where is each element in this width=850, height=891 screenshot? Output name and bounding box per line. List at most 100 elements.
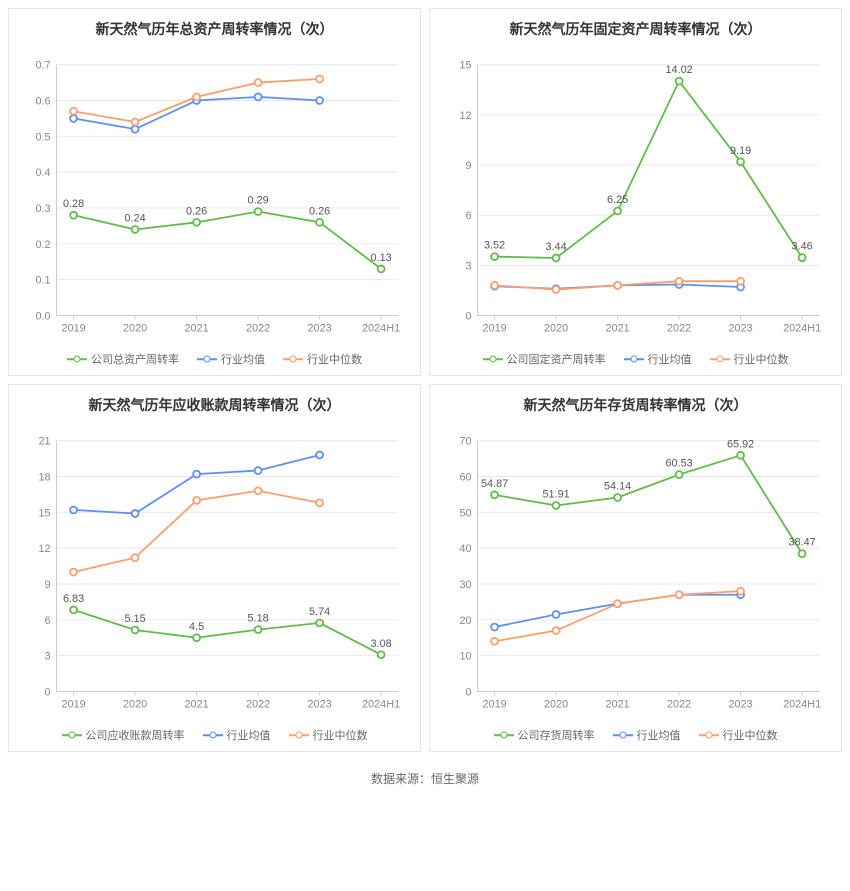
svg-text:2020: 2020 (544, 322, 568, 334)
svg-text:0: 0 (466, 310, 472, 322)
svg-text:2020: 2020 (123, 698, 147, 710)
svg-text:9: 9 (45, 579, 51, 591)
legend-label: 行业均值 (227, 727, 271, 743)
svg-text:0.13: 0.13 (371, 252, 392, 264)
svg-text:10: 10 (459, 651, 471, 663)
svg-text:12: 12 (38, 543, 50, 555)
svg-text:12: 12 (459, 110, 471, 122)
svg-text:15: 15 (38, 507, 50, 519)
svg-text:2023: 2023 (729, 698, 753, 710)
svg-text:3: 3 (45, 651, 51, 663)
legend-industry-mean[interactable]: 行业均值 (203, 727, 271, 743)
svg-text:5.74: 5.74 (309, 606, 330, 618)
legend-industry-mean[interactable]: 行业均值 (613, 727, 681, 743)
svg-text:5.15: 5.15 (125, 613, 146, 625)
legend-industry-median[interactable]: 行业中位数 (283, 351, 362, 367)
svg-text:2022: 2022 (667, 698, 691, 710)
svg-text:2024H1: 2024H1 (783, 698, 821, 710)
data-source-footer: 数据来源：恒生聚源 (0, 760, 850, 803)
svg-text:51.91: 51.91 (542, 489, 569, 501)
svg-text:60.53: 60.53 (665, 458, 692, 470)
svg-text:0.5: 0.5 (35, 131, 50, 143)
svg-text:2024H1: 2024H1 (362, 322, 400, 334)
chart-legend: 公司应收账款周转率 行业均值 行业中位数 (17, 727, 412, 743)
chart-legend: 公司总资产周转率 行业均值 行业中位数 (17, 351, 412, 367)
svg-text:0.29: 0.29 (248, 195, 269, 207)
svg-text:2024H1: 2024H1 (362, 698, 400, 710)
legend-marker-icon (710, 354, 730, 364)
svg-text:2021: 2021 (606, 322, 630, 334)
svg-text:2021: 2021 (185, 698, 209, 710)
svg-text:2023: 2023 (308, 322, 332, 334)
svg-text:3: 3 (466, 260, 472, 272)
svg-text:2020: 2020 (544, 698, 568, 710)
svg-text:30: 30 (459, 579, 471, 591)
legend-industry-median[interactable]: 行业中位数 (699, 727, 778, 743)
svg-text:0.26: 0.26 (309, 205, 330, 217)
legend-marker-icon (197, 354, 217, 364)
legend-company[interactable]: 公司应收账款周转率 (62, 727, 185, 743)
svg-text:0.7: 0.7 (35, 60, 50, 72)
legend-industry-mean[interactable]: 行业均值 (197, 351, 265, 367)
svg-text:60: 60 (459, 471, 471, 483)
legend-company[interactable]: 公司总资产周转率 (67, 351, 179, 367)
svg-text:3.52: 3.52 (484, 240, 505, 252)
svg-text:6: 6 (45, 615, 51, 627)
legend-industry-median[interactable]: 行业中位数 (710, 351, 789, 367)
chart-panel-inventory_turnover: 新天然气历年存货周转率情况（次）010203040506070201920202… (429, 384, 842, 752)
legend-industry-median[interactable]: 行业中位数 (289, 727, 368, 743)
legend-industry-mean[interactable]: 行业均值 (624, 351, 692, 367)
svg-text:2019: 2019 (482, 322, 506, 334)
svg-text:2021: 2021 (185, 322, 209, 334)
svg-text:0.26: 0.26 (186, 205, 207, 217)
svg-text:0.6: 0.6 (35, 95, 50, 107)
legend-marker-icon (203, 730, 223, 740)
svg-text:3.46: 3.46 (792, 241, 813, 253)
chart-legend: 公司存货周转率 行业均值 行业中位数 (438, 727, 833, 743)
chart-title: 新天然气历年应收账款周转率情况（次） (17, 395, 412, 415)
svg-text:21: 21 (38, 436, 50, 448)
legend-marker-icon (283, 354, 303, 364)
svg-text:0.3: 0.3 (35, 203, 50, 215)
svg-text:2024H1: 2024H1 (783, 322, 821, 334)
svg-text:40: 40 (459, 543, 471, 555)
legend-marker-icon (624, 354, 644, 364)
legend-label: 行业中位数 (734, 351, 789, 367)
legend-marker-icon (699, 730, 719, 740)
svg-text:65.92: 65.92 (727, 438, 754, 450)
legend-company[interactable]: 公司存货周转率 (494, 727, 595, 743)
svg-text:2023: 2023 (729, 322, 753, 334)
svg-text:0.28: 0.28 (63, 198, 84, 210)
svg-text:2019: 2019 (482, 698, 506, 710)
svg-text:0: 0 (466, 686, 472, 698)
chart-area: 036912151821201920202021202220232024H16.… (17, 421, 412, 721)
legend-marker-icon (483, 354, 503, 364)
svg-text:2022: 2022 (246, 322, 270, 334)
svg-text:6.25: 6.25 (607, 194, 628, 206)
svg-text:20: 20 (459, 615, 471, 627)
svg-text:2022: 2022 (246, 698, 270, 710)
chart-legend: 公司固定资产周转率 行业均值 行业中位数 (438, 351, 833, 367)
legend-marker-icon (494, 730, 514, 740)
svg-text:6: 6 (466, 210, 472, 222)
svg-text:0.4: 0.4 (35, 167, 50, 179)
svg-text:14.02: 14.02 (665, 64, 692, 76)
legend-company[interactable]: 公司固定资产周转率 (483, 351, 606, 367)
legend-label: 公司总资产周转率 (91, 351, 179, 367)
legend-label: 行业均值 (648, 351, 692, 367)
legend-label: 行业中位数 (307, 351, 362, 367)
svg-text:54.14: 54.14 (604, 481, 631, 493)
svg-text:2019: 2019 (61, 698, 85, 710)
chart-title: 新天然气历年总资产周转率情况（次） (17, 19, 412, 39)
svg-text:0.24: 0.24 (125, 213, 146, 225)
svg-text:15: 15 (459, 60, 471, 72)
legend-marker-icon (67, 354, 87, 364)
legend-label: 行业中位数 (313, 727, 368, 743)
svg-text:0.0: 0.0 (35, 310, 50, 322)
legend-marker-icon (62, 730, 82, 740)
legend-label: 行业均值 (637, 727, 681, 743)
svg-text:2023: 2023 (308, 698, 332, 710)
chart-area: 010203040506070201920202021202220232024H… (438, 421, 833, 721)
chart-title: 新天然气历年存货周转率情况（次） (438, 395, 833, 415)
svg-text:2020: 2020 (123, 322, 147, 334)
